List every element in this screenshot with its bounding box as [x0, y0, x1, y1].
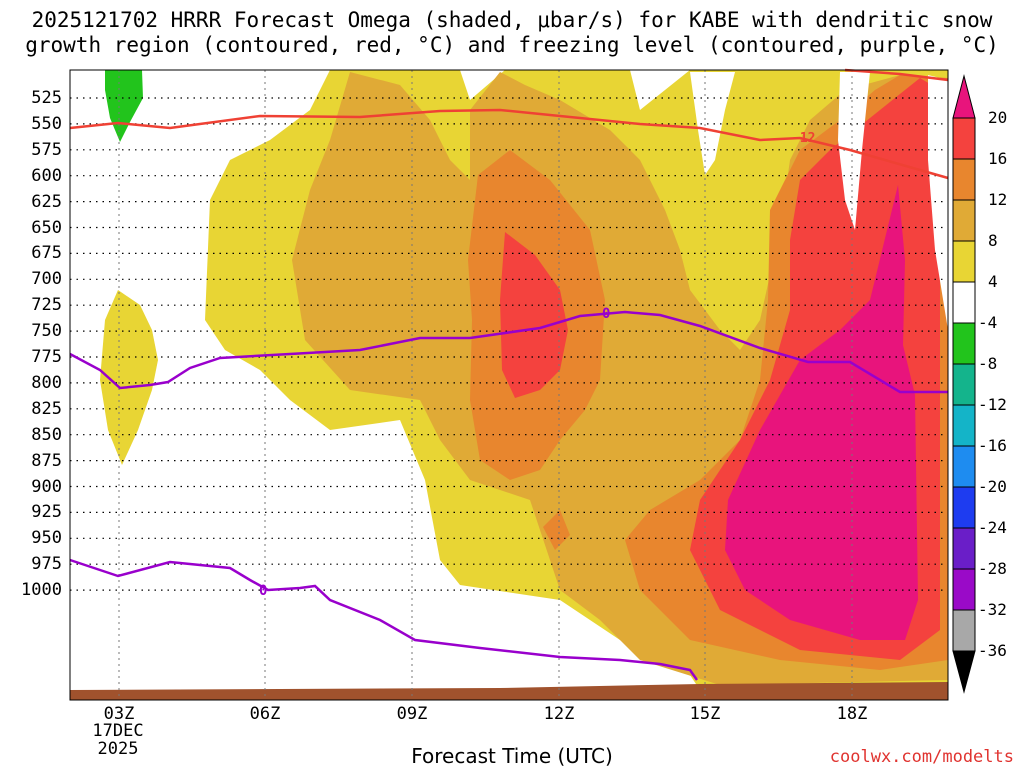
freezing-level-label-upper: 0: [602, 306, 610, 322]
y-tick-label: 600: [31, 165, 62, 186]
y-tick-label: 750: [31, 321, 62, 342]
y-tick-label: 975: [31, 554, 62, 575]
colorbar-label: 12: [988, 190, 1008, 209]
colorbar-bin-12-16: [952, 158, 976, 201]
colorbar-label: -8: [978, 354, 998, 373]
y-tick-label: 650: [31, 217, 62, 238]
y-tick-label: 675: [31, 243, 62, 264]
colorbar-label: -24: [978, 518, 1007, 537]
credit-link[interactable]: coolwx.com/modelts: [829, 747, 1014, 767]
y-tick-label: 625: [31, 191, 62, 212]
colorbar-bin-neg24-neg28: [952, 527, 976, 570]
y-tick-label: 575: [31, 139, 62, 160]
colorbar-label: -16: [978, 436, 1007, 455]
colorbar-bin-neg32-neg36: [952, 609, 976, 652]
x-tick-18z: 18Z: [836, 704, 868, 724]
dgz-contour-label: -12: [792, 131, 815, 146]
chart-title: 2025121702 HRRR Forecast Omega (shaded, …: [0, 8, 1024, 58]
omega-shade-gt-20: [725, 185, 918, 640]
dgz-contour-line: [69, 108, 949, 180]
omega-shade-neg: [105, 70, 143, 142]
x-tick-06z: 06Z: [249, 704, 281, 724]
colorbar-bin-8-12: [952, 199, 976, 242]
colorbar-top-arrow: [952, 74, 976, 119]
freezing-level-label-lower: 0: [259, 583, 267, 599]
freezing-level-upper: [69, 310, 948, 394]
omega-shade-4-8-small: [100, 290, 158, 465]
dgz-contour-line-top: [844, 68, 949, 82]
colorbar-bin-neutral: [952, 281, 976, 324]
chart-title-line-1: 2025121702 HRRR Forecast Omega (shaded, …: [31, 8, 993, 32]
colorbar-label: 16: [988, 149, 1008, 168]
colorbar-label: 20: [988, 108, 1008, 127]
colorbar-bin-neg8-neg12: [952, 363, 976, 406]
x-tick-03z: 03Z: [103, 704, 135, 724]
colorbar-label: -36: [978, 641, 1007, 660]
chart-title-line-2: growth region (contoured, red, °C) and f…: [25, 33, 999, 57]
colorbar-label: -12: [978, 395, 1007, 414]
colorbar-bin-neg12-neg16: [952, 404, 976, 447]
y-tick-label: 550: [31, 113, 62, 134]
plot-frame: [69, 69, 949, 701]
y-tick-label: 1000: [21, 580, 62, 601]
y-tick-label: 700: [31, 269, 62, 290]
x-tick-15z: 15Z: [689, 704, 721, 724]
x-axis-title: Forecast Time (UTC): [411, 744, 613, 768]
x-date-day: 17DEC: [92, 721, 144, 741]
colorbar-bin-neg20-neg24: [952, 486, 976, 529]
x-tick-09z: 09Z: [396, 704, 428, 724]
colorbar-bin-neg28-neg32: [952, 568, 976, 611]
colorbar-label: -28: [978, 559, 1007, 578]
colorbar-label: -4: [978, 313, 998, 332]
y-tick-label: 900: [31, 476, 62, 497]
y-tick-label: 725: [31, 295, 62, 316]
colorbar-bin-neg16-neg20: [952, 445, 976, 488]
omega-field: [70, 70, 948, 700]
colorbar: [952, 74, 976, 694]
y-tick-label: 525: [31, 88, 62, 108]
omega-shade-12-16-c: [543, 510, 570, 550]
y-tick-label: 950: [31, 528, 62, 549]
y-tick-label: 775: [31, 347, 62, 367]
colorbar-bottom-arrow: [952, 650, 976, 694]
colorbar-label: -32: [978, 600, 1007, 619]
colorbar-bin-16-20: [952, 117, 976, 160]
y-tick-label: 850: [31, 424, 62, 445]
omega-gap-white-c: [928, 75, 948, 330]
y-tick-label: 875: [31, 450, 62, 471]
colorbar-label: 8: [988, 231, 998, 250]
colorbar-bin-neg4-neg8: [952, 322, 976, 365]
colorbar-label: 4: [988, 272, 998, 291]
colorbar-label: -20: [978, 477, 1007, 496]
y-tick-label: 800: [31, 372, 62, 393]
y-tick-label: 825: [31, 398, 62, 419]
colorbar-bin-4-8: [952, 240, 976, 283]
y-tick-label: 925: [31, 502, 62, 523]
x-tick-12z: 12Z: [543, 704, 575, 724]
x-date-year: 2025: [97, 739, 139, 759]
terrain-strip: [70, 682, 948, 700]
freezing-level-lower: [69, 558, 699, 681]
